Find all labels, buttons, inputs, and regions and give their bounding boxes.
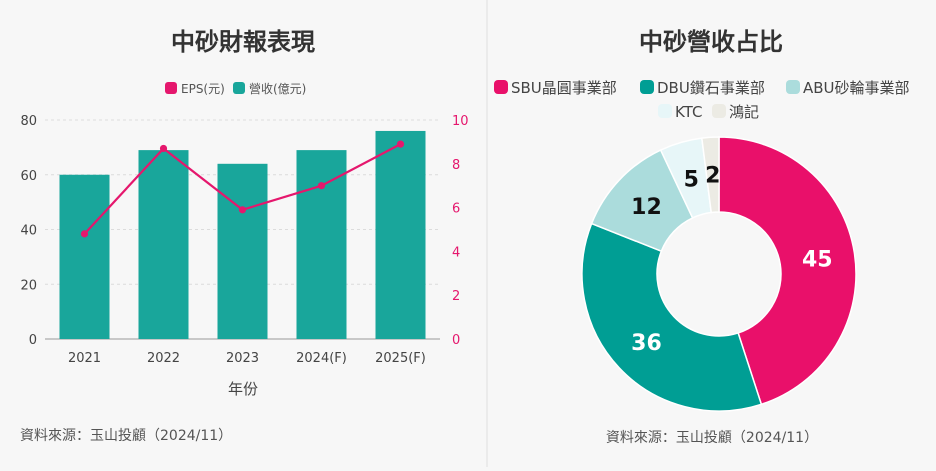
donut-slice[interactable]	[581, 222, 763, 412]
legend-swatch-hongji	[712, 104, 726, 118]
donut-value-label: 36	[631, 331, 662, 356]
legend-item-sbu[interactable]: SBU晶圓事業部	[494, 79, 617, 97]
eps-point[interactable]	[80, 230, 89, 238]
combo-legend: EPS(元) 營收(億元)	[165, 82, 306, 96]
combo-chart-title: 中砂財報表現	[171, 28, 315, 56]
legend-label-dbu: DBU鑽石事業部	[657, 79, 765, 97]
left-tick-label: 60	[20, 169, 37, 184]
legend-swatch-eps	[165, 82, 177, 94]
revenue-bar[interactable]	[217, 163, 268, 339]
eps-point[interactable]	[396, 140, 405, 148]
pie-chart-title: 中砂營收占比	[639, 28, 783, 56]
donut-slice[interactable]	[700, 136, 720, 214]
right-tick-label: 0	[452, 333, 460, 348]
right-tick-label: 4	[452, 245, 460, 260]
legend-label-ktc: KTC	[675, 103, 702, 121]
left-tick-label: 40	[20, 224, 37, 239]
donut-slices	[581, 136, 857, 412]
legend-item-hongji[interactable]: 鴻記	[712, 103, 759, 121]
left-tick-label: 0	[29, 333, 37, 348]
revenue-bar[interactable]	[296, 150, 347, 339]
left-tick-label: 20	[20, 278, 37, 293]
legend-label-revenue: 營收(億元)	[249, 82, 306, 96]
revenue-share-panel: 中砂營收占比 SBU晶圓事業部 DBU鑽石事業部 ABU砂輪事業部 KTC	[488, 0, 936, 467]
eps-point[interactable]	[159, 144, 168, 153]
legend-item-abu[interactable]: ABU砂輪事業部	[786, 79, 910, 97]
revenue-bar[interactable]	[375, 130, 426, 339]
revenue-bar[interactable]	[59, 174, 110, 339]
donut-value-label: 5	[684, 167, 699, 192]
legend-label-eps: EPS(元)	[181, 82, 225, 96]
legend-label-hongji: 鴻記	[729, 103, 759, 121]
donut-value-label: 2	[705, 164, 720, 189]
x-tick-label: 2024(F)	[296, 351, 347, 366]
left-source-note: 資料來源：玉山投顧（2024/11）	[20, 428, 233, 444]
left-axis-ticks: 0 20 40 60 80	[20, 114, 37, 348]
x-tick-label: 2023	[226, 351, 259, 366]
legend-swatch-revenue	[233, 82, 245, 94]
revenue-share-donut-chart: 中砂營收占比 SBU晶圓事業部 DBU鑽石事業部 ABU砂輪事業部 KTC	[494, 28, 910, 412]
eps-line-series	[80, 140, 405, 238]
x-tick-label: 2022	[147, 351, 180, 366]
legend-item-revenue[interactable]: 營收(億元)	[233, 82, 306, 96]
revenue-bars	[59, 130, 426, 339]
legend-swatch-ktc	[658, 104, 672, 118]
panel-divider	[486, 0, 488, 467]
right-axis-ticks: 0 2 4 6 8 10	[452, 114, 469, 348]
eps-point[interactable]	[317, 182, 326, 190]
x-axis-label: 年份	[228, 380, 258, 398]
left-tick-label: 80	[20, 114, 37, 129]
revenue-bar[interactable]	[138, 150, 189, 339]
right-tick-label: 2	[452, 289, 460, 304]
legend-swatch-abu	[786, 80, 800, 94]
right-tick-label: 10	[452, 114, 469, 129]
x-axis-ticks: 2021 2022 2023 2024(F) 2025(F)	[68, 351, 426, 366]
donut-value-label: 45	[802, 247, 833, 272]
legend-item-eps[interactable]: EPS(元)	[165, 82, 225, 96]
right-tick-label: 8	[452, 158, 460, 173]
legend-swatch-sbu	[494, 80, 508, 94]
donut-slice[interactable]	[718, 136, 857, 406]
donut-value-label: 12	[631, 195, 662, 220]
pie-legend: SBU晶圓事業部 DBU鑽石事業部 ABU砂輪事業部 KTC 鴻記	[494, 79, 910, 121]
x-tick-label: 2021	[68, 351, 101, 366]
right-tick-label: 6	[452, 202, 460, 217]
financial-performance-panel: 中砂財報表現 EPS(元) 營收(億元) 0 20 40 60 80 0 2 4 6 8 10 2…	[20, 28, 469, 444]
legend-item-dbu[interactable]: DBU鑽石事業部	[640, 79, 765, 97]
legend-label-abu: ABU砂輪事業部	[803, 79, 910, 97]
legend-label-sbu: SBU晶圓事業部	[511, 79, 617, 97]
right-source-note: 資料來源：玉山投顧（2024/11）	[605, 430, 819, 446]
donut-value-labels: 45 36 12 5 2	[631, 164, 832, 356]
eps-point[interactable]	[238, 206, 247, 214]
x-tick-label: 2025(F)	[375, 351, 426, 366]
legend-item-ktc[interactable]: KTC	[658, 103, 702, 121]
financial-combo-chart: 中砂財報表現 EPS(元) 營收(億元) 0 20 40 60 80 0 2 4 6 8 10 2…	[20, 28, 469, 398]
legend-swatch-dbu	[640, 80, 654, 94]
